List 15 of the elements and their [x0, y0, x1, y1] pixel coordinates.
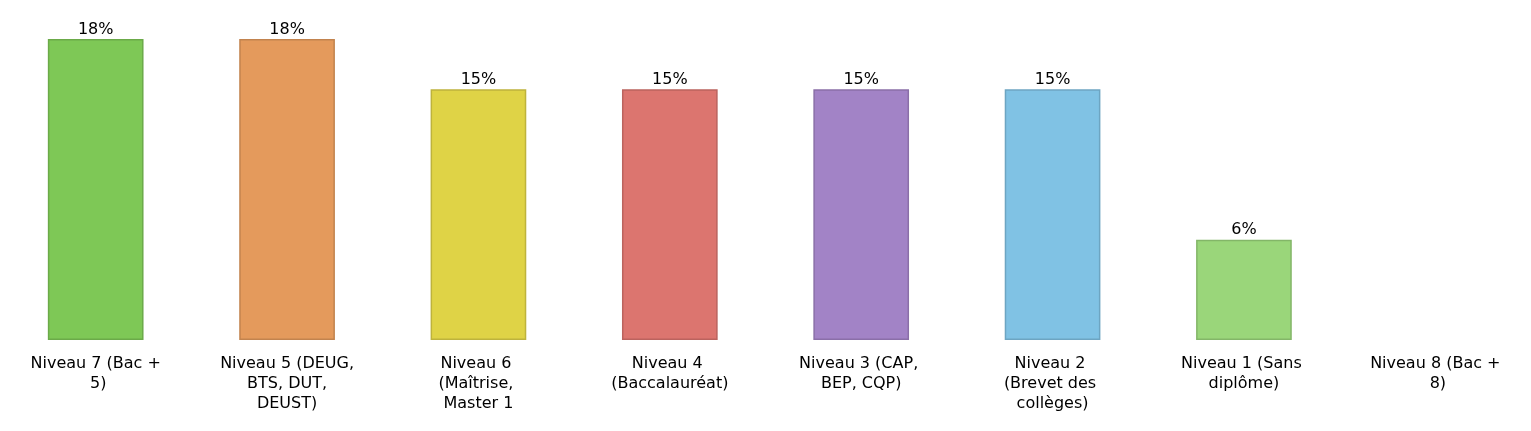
x-tick-label: Niveau 4 (Baccalauréat) [611, 352, 729, 392]
x-tick-label: Niveau 7 (Bac + 5) [30, 352, 161, 392]
data-label: 15% [843, 68, 879, 88]
data-label: 15% [1034, 68, 1071, 88]
data-label: 15% [460, 68, 497, 88]
x-tick-label: Niveau 5 (DEUG, BTS, DUT, DEUST) [220, 352, 355, 412]
data-label: 6% [1231, 219, 1257, 239]
data-label: 18% [269, 18, 305, 38]
x-tick-label: Niveau 3 (CAP, BEP, CQP) [799, 352, 924, 392]
x-tick-label: Niveau 6 (Maîtrise, Master 1 [438, 352, 519, 412]
x-tick-label: Niveau 2 (Brevet des collèges) [1003, 352, 1102, 412]
data-label: 18% [77, 18, 114, 38]
x-tick-label: Niveau 8 (Bac + 8) [1370, 352, 1501, 392]
data-label: 15% [652, 68, 688, 88]
x-tick-label: Niveau 1 (Sans diplôme) [1181, 352, 1307, 392]
